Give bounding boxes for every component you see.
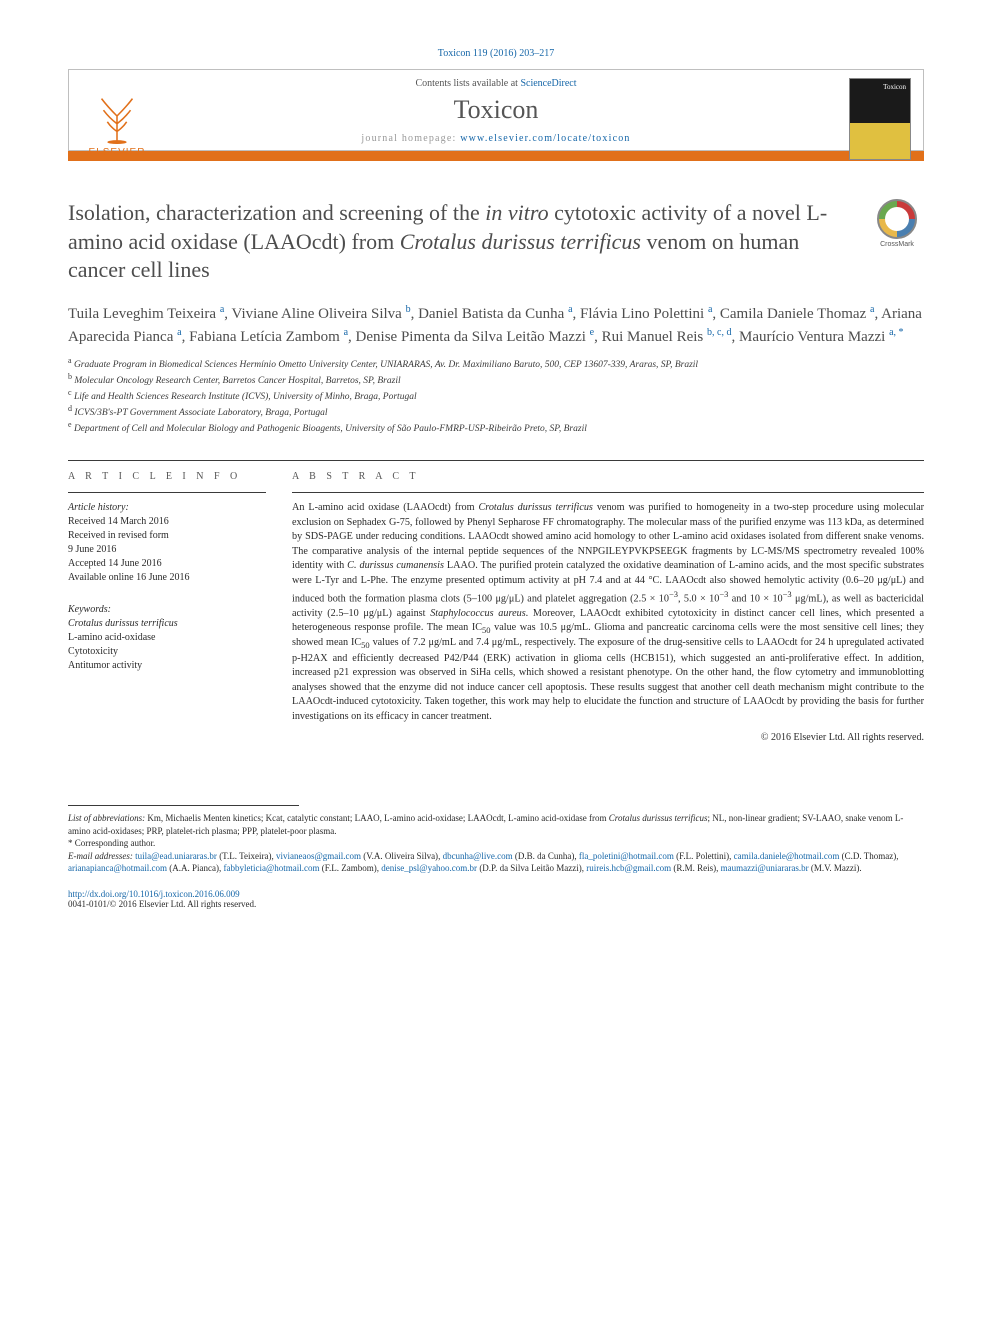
keywords-block: Keywords: Crotalus durissus terrificusL-… xyxy=(68,603,266,673)
affiliation-line: c Life and Health Sciences Research Inst… xyxy=(68,388,924,404)
affiliation-line: d ICVS/3B's-PT Government Associate Labo… xyxy=(68,404,924,420)
affiliations: a Graduate Program in Biomedical Science… xyxy=(68,356,924,436)
abstract-rule xyxy=(292,492,924,493)
elsevier-logo: ELSEVIER xyxy=(81,80,153,158)
cover-title: Toxicon xyxy=(883,83,906,91)
abbreviations: List of abbreviations: Km, Michaelis Men… xyxy=(68,812,924,837)
journal-cover-thumbnail: Toxicon xyxy=(849,78,911,160)
affiliation-line: a Graduate Program in Biomedical Science… xyxy=(68,356,924,372)
article-info-heading: A R T I C L E I N F O xyxy=(68,471,266,482)
doi-line: http://dx.doi.org/10.1016/j.toxicon.2016… xyxy=(68,889,924,899)
keyword-line: Antitumor activity xyxy=(68,659,266,673)
affiliation-line: b Molecular Oncology Research Center, Ba… xyxy=(68,372,924,388)
keyword-line: Crotalus durissus terrificus xyxy=(68,617,266,631)
issn-line: 0041-0101/© 2016 Elsevier Ltd. All right… xyxy=(68,899,924,909)
doi-link[interactable]: http://dx.doi.org/10.1016/j.toxicon.2016… xyxy=(68,889,240,899)
keyword-line: Cytotoxicity xyxy=(68,645,266,659)
homepage-label: journal homepage: xyxy=(361,133,460,144)
history-line: Accepted 14 June 2016 xyxy=(68,557,266,571)
section-rule xyxy=(68,460,924,461)
elsevier-tree-icon xyxy=(88,87,146,145)
author-list: Tuila Leveghim Teixeira a, Viviane Aline… xyxy=(68,303,924,349)
history-line: Received in revised form xyxy=(68,529,266,543)
crossmark-label: CrossMark xyxy=(880,241,914,248)
abstract-copyright: © 2016 Elsevier Ltd. All rights reserved… xyxy=(292,732,924,743)
crossmark-badge[interactable]: CrossMark xyxy=(870,199,924,253)
abstract-text: An L-amino acid oxidase (LAAOcdt) from C… xyxy=(292,501,924,724)
elsevier-label: ELSEVIER xyxy=(89,147,146,158)
article-history: Article history: Received 14 March 2016R… xyxy=(68,501,266,585)
history-line: 9 June 2016 xyxy=(68,543,266,557)
abstract-heading: A B S T R A C T xyxy=(292,471,924,482)
footer-block: List of abbreviations: Km, Michaelis Men… xyxy=(68,812,924,875)
crossmark-icon xyxy=(877,199,917,239)
history-line: Received 14 March 2016 xyxy=(68,515,266,529)
article-title: Isolation, characterization and screenin… xyxy=(68,199,850,285)
homepage-line: journal homepage: www.elsevier.com/locat… xyxy=(81,133,911,144)
journal-name: Toxicon xyxy=(81,95,911,125)
contents-line: Contents lists available at ScienceDirec… xyxy=(81,78,911,89)
homepage-link[interactable]: www.elsevier.com/locate/toxicon xyxy=(460,133,630,144)
keyword-line: L-amino acid-oxidase xyxy=(68,631,266,645)
email-label: E-mail addresses: xyxy=(68,851,133,861)
info-rule xyxy=(68,492,266,493)
citation: Toxicon 119 (2016) 203–217 xyxy=(68,48,924,59)
history-line: Available online 16 June 2016 xyxy=(68,571,266,585)
email-addresses: E-mail addresses: tuila@ead.uniararas.br… xyxy=(68,850,924,875)
corresponding-author: * Corresponding author. xyxy=(68,837,924,850)
keywords-label: Keywords: xyxy=(68,603,266,617)
sciencedirect-link[interactable]: ScienceDirect xyxy=(520,78,576,89)
accent-bar xyxy=(68,151,924,161)
journal-header: ELSEVIER Toxicon Contents lists availabl… xyxy=(68,69,924,151)
history-label: Article history: xyxy=(68,501,266,515)
affiliation-line: e Department of Cell and Molecular Biolo… xyxy=(68,420,924,436)
email-list: tuila@ead.uniararas.br (T.L. Teixeira), … xyxy=(68,851,898,874)
footer-rule xyxy=(68,805,299,806)
contents-label: Contents lists available at xyxy=(415,78,520,89)
